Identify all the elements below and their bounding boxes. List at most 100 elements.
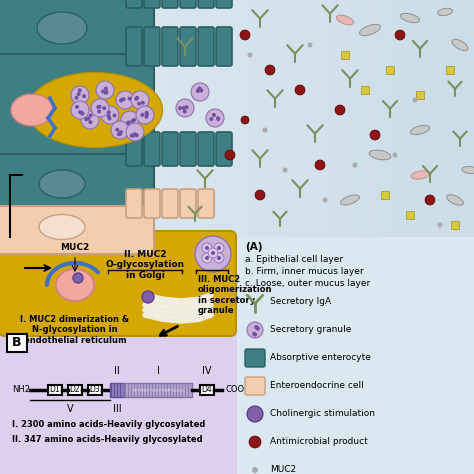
Circle shape — [210, 117, 213, 121]
Bar — [204, 0, 215, 237]
Circle shape — [121, 111, 139, 129]
Circle shape — [86, 117, 91, 120]
Text: COOH: COOH — [226, 385, 252, 394]
FancyBboxPatch shape — [0, 54, 154, 162]
Circle shape — [263, 128, 267, 133]
Text: I: I — [156, 366, 159, 376]
FancyBboxPatch shape — [144, 189, 160, 218]
Circle shape — [135, 133, 139, 137]
Circle shape — [252, 332, 256, 336]
Text: D3: D3 — [90, 385, 100, 394]
Circle shape — [101, 106, 119, 124]
Text: Enteroendocrine cell: Enteroendocrine cell — [270, 382, 364, 391]
Circle shape — [255, 325, 258, 329]
Circle shape — [102, 106, 106, 110]
Circle shape — [216, 117, 220, 121]
Circle shape — [255, 190, 265, 200]
Bar — [416, 91, 424, 99]
Circle shape — [77, 92, 81, 96]
Circle shape — [412, 98, 418, 102]
Circle shape — [247, 406, 263, 422]
Circle shape — [185, 105, 189, 109]
Circle shape — [145, 111, 149, 115]
FancyBboxPatch shape — [0, 154, 154, 214]
Circle shape — [127, 121, 130, 125]
Circle shape — [134, 97, 138, 101]
Bar — [420, 0, 431, 237]
Ellipse shape — [438, 9, 452, 16]
FancyBboxPatch shape — [144, 132, 160, 166]
Bar — [386, 66, 394, 74]
Circle shape — [132, 118, 136, 122]
Bar — [366, 0, 377, 237]
Circle shape — [116, 91, 134, 109]
Text: Absorptive enterocyte: Absorptive enterocyte — [270, 354, 371, 363]
Circle shape — [183, 109, 187, 113]
Bar — [150, 0, 161, 237]
Circle shape — [117, 132, 121, 136]
Bar — [388, 0, 399, 237]
Ellipse shape — [27, 73, 163, 147]
Ellipse shape — [56, 269, 94, 301]
Circle shape — [107, 114, 110, 118]
FancyBboxPatch shape — [198, 0, 214, 8]
Circle shape — [97, 109, 101, 113]
Circle shape — [353, 163, 357, 167]
Ellipse shape — [11, 94, 53, 126]
Circle shape — [214, 253, 224, 263]
Text: II: II — [114, 366, 120, 376]
Circle shape — [71, 86, 89, 104]
Bar — [0, 330, 237, 474]
Circle shape — [370, 130, 380, 140]
FancyBboxPatch shape — [198, 132, 214, 166]
Bar — [237, 237, 474, 474]
Circle shape — [122, 97, 126, 101]
Text: Secretory IgA: Secretory IgA — [270, 298, 331, 307]
Ellipse shape — [360, 24, 381, 36]
Circle shape — [217, 246, 221, 250]
Bar — [406, 211, 414, 219]
FancyBboxPatch shape — [162, 27, 178, 66]
Circle shape — [82, 94, 86, 98]
FancyBboxPatch shape — [126, 189, 142, 218]
Circle shape — [202, 243, 212, 253]
Bar — [451, 221, 459, 229]
FancyBboxPatch shape — [0, 231, 236, 336]
Circle shape — [142, 291, 154, 303]
Circle shape — [128, 97, 132, 100]
Circle shape — [104, 86, 108, 91]
Bar — [200, 385, 214, 395]
Circle shape — [91, 99, 109, 117]
Circle shape — [127, 120, 131, 125]
Ellipse shape — [411, 171, 429, 179]
Circle shape — [130, 134, 134, 137]
Circle shape — [308, 43, 312, 47]
Bar — [247, 0, 258, 237]
Circle shape — [205, 246, 209, 250]
Circle shape — [104, 91, 108, 95]
FancyBboxPatch shape — [126, 132, 142, 166]
Bar — [399, 0, 409, 237]
Circle shape — [240, 30, 250, 40]
FancyBboxPatch shape — [180, 27, 196, 66]
Circle shape — [208, 248, 218, 258]
Circle shape — [206, 109, 224, 127]
Ellipse shape — [337, 15, 354, 25]
Bar — [182, 0, 193, 237]
Bar — [237, 0, 247, 237]
Circle shape — [118, 132, 122, 136]
Circle shape — [425, 195, 435, 205]
Bar — [377, 0, 388, 237]
Circle shape — [131, 91, 149, 109]
Circle shape — [132, 133, 136, 137]
Text: (A): (A) — [245, 242, 263, 252]
Circle shape — [255, 326, 258, 329]
FancyBboxPatch shape — [216, 0, 232, 8]
Bar — [226, 0, 237, 237]
Circle shape — [81, 111, 99, 129]
Bar — [442, 0, 452, 237]
Text: b. Firm, inner mucus layer: b. Firm, inner mucus layer — [245, 267, 364, 276]
Circle shape — [78, 88, 82, 92]
Circle shape — [119, 130, 123, 134]
Circle shape — [216, 116, 220, 120]
